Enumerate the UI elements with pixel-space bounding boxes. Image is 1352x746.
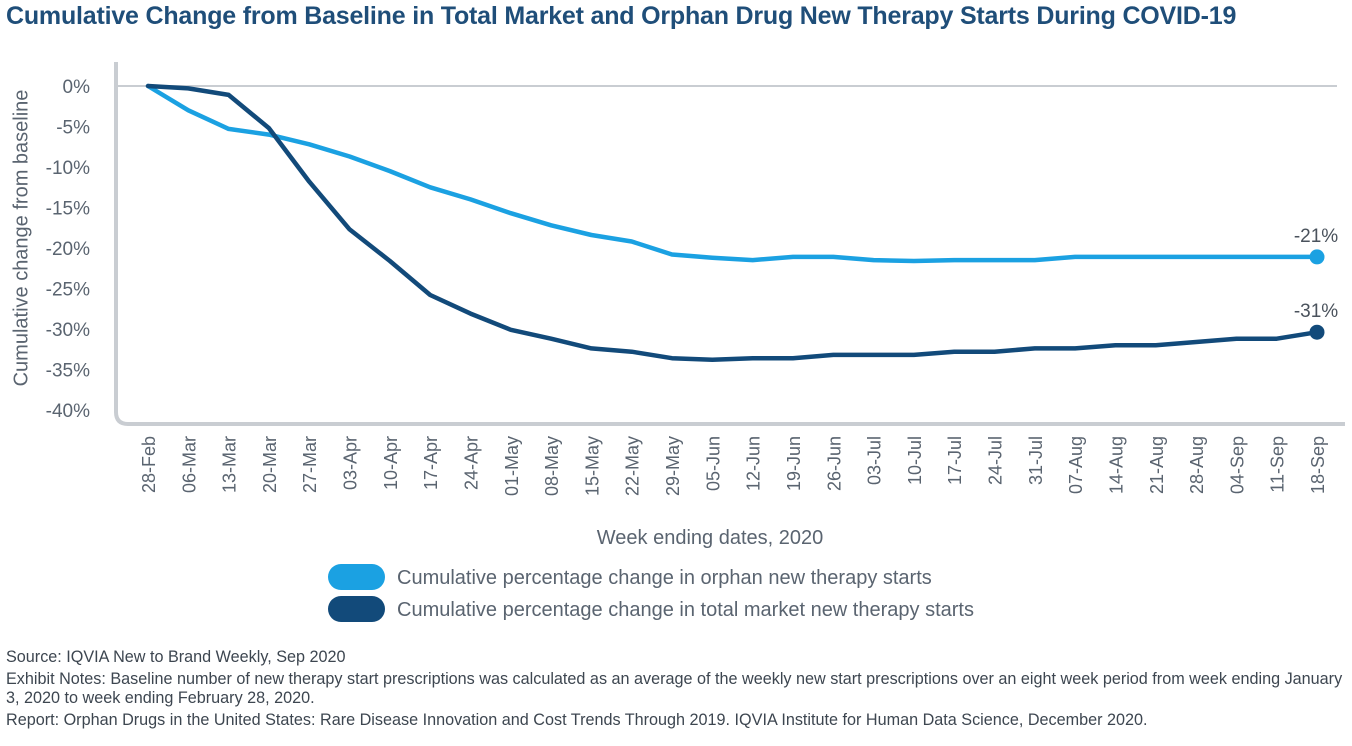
x-tick-label: 28-Aug	[1187, 436, 1207, 494]
y-tick-label: -10%	[46, 158, 90, 179]
x-tick-label: 17-Jul	[945, 436, 965, 485]
series-end-label: -31%	[1294, 301, 1338, 322]
series-end-point	[1309, 324, 1325, 340]
y-tick-label: -15%	[46, 199, 90, 220]
y-tick-label: -5%	[56, 118, 90, 139]
x-tick-label: 28-Feb	[139, 436, 159, 493]
x-tick-label: 29-May	[663, 436, 683, 496]
x-tick-label: 15-May	[582, 436, 602, 496]
legend-label: Cumulative percentage change in total ma…	[397, 599, 974, 621]
footnotes: Source: IQVIA New to Brand Weekly, Sep 2…	[6, 648, 1350, 732]
x-tick-label: 07-Aug	[1066, 436, 1086, 494]
line-chart: 0% -5% -10% -15% -20% -25% -30% -35% -40% 28-Feb…	[10, 62, 1345, 622]
x-tick-label: 06-Mar	[179, 436, 199, 493]
x-tick-label: 27-Mar	[300, 436, 320, 493]
series-end-point	[1309, 249, 1325, 265]
source-note: Source: IQVIA New to Brand Weekly, Sep 2…	[6, 648, 346, 666]
axis-frame	[114, 62, 1345, 426]
x-tick-label: 18-Sep	[1308, 436, 1328, 494]
x-tick-label: 01-May	[502, 436, 522, 496]
x-tick-label: 26-Jun	[824, 436, 844, 491]
x-tick-label: 03-Apr	[341, 436, 361, 490]
y-tick-label: -30%	[46, 320, 90, 341]
x-tick-label: 17-Apr	[421, 436, 441, 490]
x-tick-label: 10-Apr	[381, 436, 401, 490]
x-tick-label: 08-May	[542, 436, 562, 496]
y-tick-label: -40%	[46, 401, 90, 422]
series-end-label: -21%	[1294, 226, 1338, 247]
y-tick-label: -25%	[46, 280, 90, 301]
y-tick-label: -20%	[46, 239, 90, 260]
x-tick-label: 21-Aug	[1147, 436, 1167, 494]
x-tick-label: 03-Jul	[865, 436, 885, 485]
legend-label: Cumulative percentage change in orphan n…	[397, 567, 932, 589]
x-tick-label: 12-Jun	[744, 436, 764, 491]
x-tick-label: 11-Sep	[1268, 436, 1288, 493]
x-axis-label: Week ending dates, 2020	[597, 527, 823, 549]
x-tick-label: 24-Jul	[986, 436, 1006, 485]
x-tick-label: 13-Mar	[220, 436, 240, 493]
x-tick-label: 10-Jul	[905, 436, 925, 485]
total-market-series-line	[145, 83, 1320, 363]
report-note: Report: Orphan Drugs in the United State…	[6, 710, 1148, 729]
x-tick-label: 05-Jun	[703, 436, 723, 491]
x-tick-label: 20-Mar	[260, 436, 280, 493]
x-tick-label: 31-Jul	[1026, 436, 1046, 485]
x-tick-label: 14-Aug	[1106, 436, 1126, 494]
x-tick-label: 22-May	[623, 436, 643, 496]
exhibit-note: Exhibit Notes: Baseline number of new th…	[6, 669, 1343, 708]
y-tick-label: -35%	[46, 361, 90, 382]
chart-title: Cumulative Change from Baseline in Total…	[6, 2, 1237, 30]
x-tick-label: 19-Jun	[784, 436, 804, 491]
legend-swatch	[328, 564, 385, 590]
legend-swatch	[328, 596, 385, 622]
y-axis-label: Cumulative change from baseline	[10, 90, 32, 387]
y-tick-label: 0%	[63, 77, 91, 98]
x-tick-label: 04-Sep	[1227, 436, 1247, 494]
orphan-series-line	[145, 83, 1320, 264]
x-tick-label: 24-Apr	[461, 436, 481, 490]
